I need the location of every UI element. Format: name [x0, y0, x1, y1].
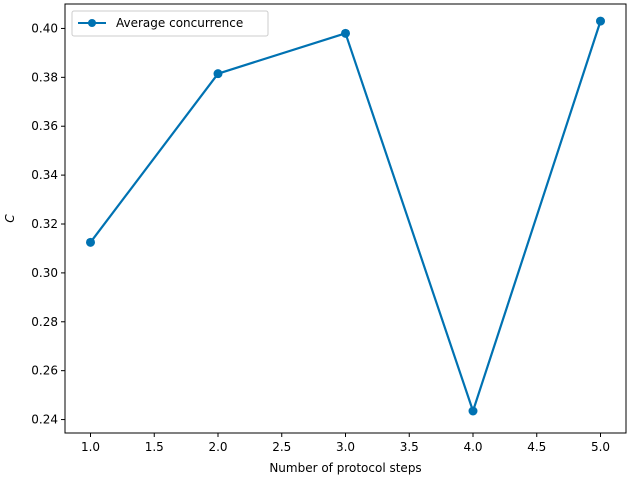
- y-tick-label: 0.26: [31, 364, 58, 378]
- x-tick-label: 4.5: [527, 440, 546, 454]
- x-tick-label: 1.0: [81, 440, 100, 454]
- legend: Average concurrence: [71, 10, 269, 37]
- data-point: [213, 69, 223, 79]
- y-tick-label: 0.24: [31, 413, 58, 427]
- x-tick-label: 4.0: [463, 440, 482, 454]
- legend-label: Average concurrence: [116, 16, 243, 30]
- data-point: [341, 28, 350, 38]
- data-point: [596, 16, 605, 26]
- data-point: [86, 237, 95, 247]
- y-axis-ticks: 0.24 0.26 0.28 0.30 0.32 0.34 0.36 0.38 0.40: [31, 21, 65, 427]
- y-tick-label: 0.40: [31, 21, 58, 35]
- data-point: [468, 406, 478, 416]
- x-tick-label: 3.0: [336, 440, 355, 454]
- x-tick-label: 2.0: [208, 440, 227, 454]
- y-tick-label: 0.38: [31, 70, 58, 84]
- y-tick-label: 0.32: [31, 217, 58, 231]
- legend-marker-swatch: [88, 19, 96, 27]
- y-tick-label: 0.30: [31, 266, 58, 280]
- x-axis-label: Number of protocol steps: [269, 461, 421, 475]
- x-axis-ticks: 1.0 1.5 2.0 2.5 3.0 3.5 4.0 4.5 5.0: [81, 433, 610, 454]
- x-tick-label: 5.0: [591, 440, 610, 454]
- y-tick-label: 0.36: [31, 119, 58, 133]
- y-tick-label: 0.28: [31, 315, 58, 329]
- y-tick-label: 0.34: [31, 168, 58, 182]
- x-tick-label: 3.5: [400, 440, 419, 454]
- x-tick-label: 2.5: [272, 440, 291, 454]
- y-axis-label: C: [3, 214, 17, 223]
- x-tick-label: 1.5: [145, 440, 164, 454]
- plot-area: 1.0 1.5 2.0 2.5 3.0 3.5 4.0 4.5 5.0 0.24 0.26 0.28…: [31, 3, 627, 454]
- legend-box: [71, 10, 269, 37]
- series-layer: [86, 16, 605, 416]
